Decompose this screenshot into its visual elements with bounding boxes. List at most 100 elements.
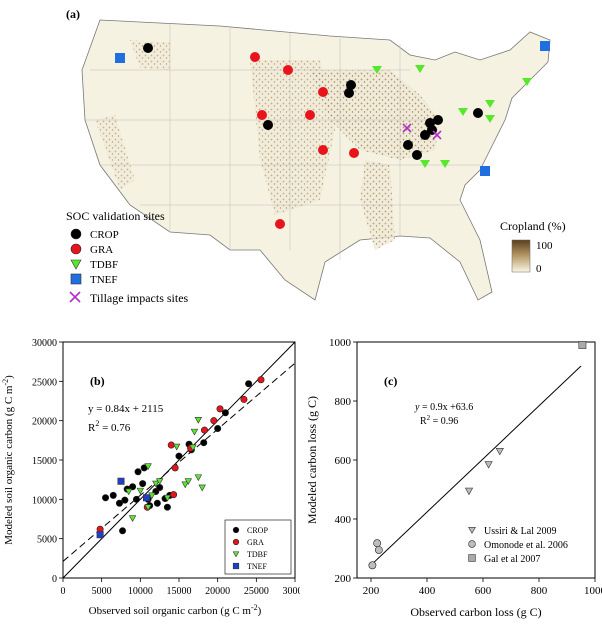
- site-gra: [349, 148, 359, 158]
- regression-line-c: [372, 365, 582, 565]
- site-tdbf: [485, 100, 495, 108]
- legend-marker-tdbf: [70, 259, 82, 270]
- point-b-tdbf: [152, 480, 160, 488]
- legend-c: Ussiri & Lal 2009 Omonode et al. 2006 Gal …: [468, 526, 568, 565]
- cropland-great-plains: [250, 60, 335, 215]
- y-tick-label-c: 200: [335, 573, 352, 585]
- legend-marker-b-tdbf: [232, 551, 240, 558]
- legend-label-c-circle: Omonode et al. 2006: [484, 540, 568, 551]
- site-tdbf: [440, 160, 450, 168]
- ylabel-b: Modeled soil organic carbon (g C m-2): [1, 375, 15, 545]
- legend-marker-c-circle: [468, 540, 476, 548]
- point-c-triangle: [495, 447, 504, 456]
- point-b-crop: [134, 468, 142, 476]
- ylabel-c: Modeled carbon loss (g C): [305, 396, 319, 524]
- site-crop: [403, 140, 413, 150]
- point-b-gra: [240, 395, 248, 403]
- map-panel: (a) S: [60, 0, 570, 320]
- site-gra: [250, 52, 260, 62]
- x-tick-label-b: 20000: [205, 586, 230, 597]
- point-b-crop: [129, 483, 137, 491]
- data-points-b: [96, 376, 265, 539]
- point-b-tdbf: [128, 515, 137, 523]
- x-tick-label-b: 10000: [128, 586, 153, 597]
- point-b-crop: [156, 484, 164, 492]
- cropland-corn-belt: [310, 70, 440, 160]
- legend-marker-b-tnef: [232, 562, 240, 570]
- x-tick-label-c: 400: [419, 585, 436, 597]
- x-tick-label-b: 0: [61, 586, 66, 597]
- legend-label-b-tdbf: TDBF: [247, 550, 268, 559]
- point-b-crop: [175, 452, 183, 460]
- cropland-max-label: 100: [536, 240, 553, 252]
- legend-marker-b-gra: [232, 538, 240, 546]
- point-b-crop: [163, 503, 171, 511]
- legend-label-b-gra: GRA: [247, 538, 264, 547]
- plot-area-c: [356, 341, 596, 579]
- point-b-tnef: [117, 477, 125, 485]
- axis-ticks-b: 0 5000 10000 15000 20000 25000 30000 0 5000 10000…: [32, 338, 300, 597]
- site-tnef: [540, 41, 550, 51]
- point-b-tdbf: [181, 481, 189, 489]
- data-points-c: [368, 341, 587, 570]
- point-c-circle: [368, 561, 377, 570]
- point-b-crop: [121, 496, 129, 504]
- legend-label-b-crop: CROP: [247, 526, 268, 535]
- site-tdbf: [420, 160, 430, 168]
- point-b-crop: [109, 491, 117, 499]
- point-b-tdbf: [194, 417, 203, 424]
- legend-label-c-triangle: Ussiri & Lal 2009: [484, 526, 557, 537]
- site-tdbf: [485, 115, 495, 123]
- point-b-gra: [167, 441, 175, 449]
- point-c-triangle: [484, 461, 493, 469]
- point-b-crop: [119, 527, 127, 535]
- y-tick-label-b: 25000: [32, 377, 57, 388]
- site-tnef: [480, 166, 490, 176]
- point-b-crop: [139, 480, 147, 488]
- x-tick-label-b: 15000: [167, 586, 192, 597]
- point-c-square: [578, 341, 587, 349]
- state-boundaries: [85, 24, 480, 260]
- y-tick-label-c: 800: [335, 396, 352, 408]
- point-b-tdbf: [184, 478, 192, 486]
- y-tick-label-b: 20000: [32, 417, 57, 428]
- legend-title: SOC validation sites: [66, 209, 165, 223]
- site-crop: [344, 88, 354, 98]
- panel-a-label: (a): [66, 7, 80, 21]
- site-tdbf: [458, 108, 468, 116]
- site-gra: [283, 65, 293, 75]
- point-c-triangle: [464, 487, 474, 496]
- x-tick-label-b: 25000: [244, 586, 269, 597]
- y-tick-label-b: 30000: [32, 338, 57, 349]
- x-tick-label-b: 30000: [283, 586, 301, 597]
- site-tnef: [115, 53, 125, 63]
- x-tick-label-c: 200: [363, 585, 380, 597]
- legend-marker-c-triangle: [468, 526, 476, 535]
- point-b-crop: [214, 425, 222, 433]
- legend-b: CROP GRA TDBF TNEF: [224, 519, 292, 575]
- panel-b-scatter: 0 5000 10000 15000 20000 25000 30000 0 5000 10000…: [1, 338, 300, 617]
- point-b-crop: [102, 494, 110, 502]
- point-b-tdbf: [163, 494, 172, 502]
- point-b-crop: [245, 380, 253, 388]
- xlabel-b: Observed soil organic carbon (g C m-2): [89, 603, 262, 617]
- site-crop: [143, 43, 153, 53]
- x-tick-label-c: 600: [475, 585, 492, 597]
- panel-c-label: (c): [384, 374, 397, 388]
- point-b-crop: [153, 499, 161, 507]
- site-tdbf: [415, 65, 425, 73]
- point-b-gra: [170, 491, 178, 499]
- legend-marker-c-square: [468, 554, 476, 562]
- axis-ticks-c: 200 400 600 800 1000 200 400 600 800 1000: [329, 337, 602, 597]
- point-b-tnef: [143, 494, 151, 502]
- tillage-legend-label: Tillage impacts sites: [90, 291, 189, 305]
- site-crop: [433, 115, 443, 125]
- map-sites: [115, 41, 550, 229]
- legend-label-crop: CROP: [90, 229, 119, 241]
- legend-label-gra: GRA: [90, 244, 113, 256]
- site-gra: [257, 110, 267, 120]
- point-b-gra: [257, 376, 265, 384]
- point-b-tdbf: [189, 444, 197, 452]
- site-crop: [346, 80, 356, 90]
- point-b-tdbf: [148, 492, 156, 500]
